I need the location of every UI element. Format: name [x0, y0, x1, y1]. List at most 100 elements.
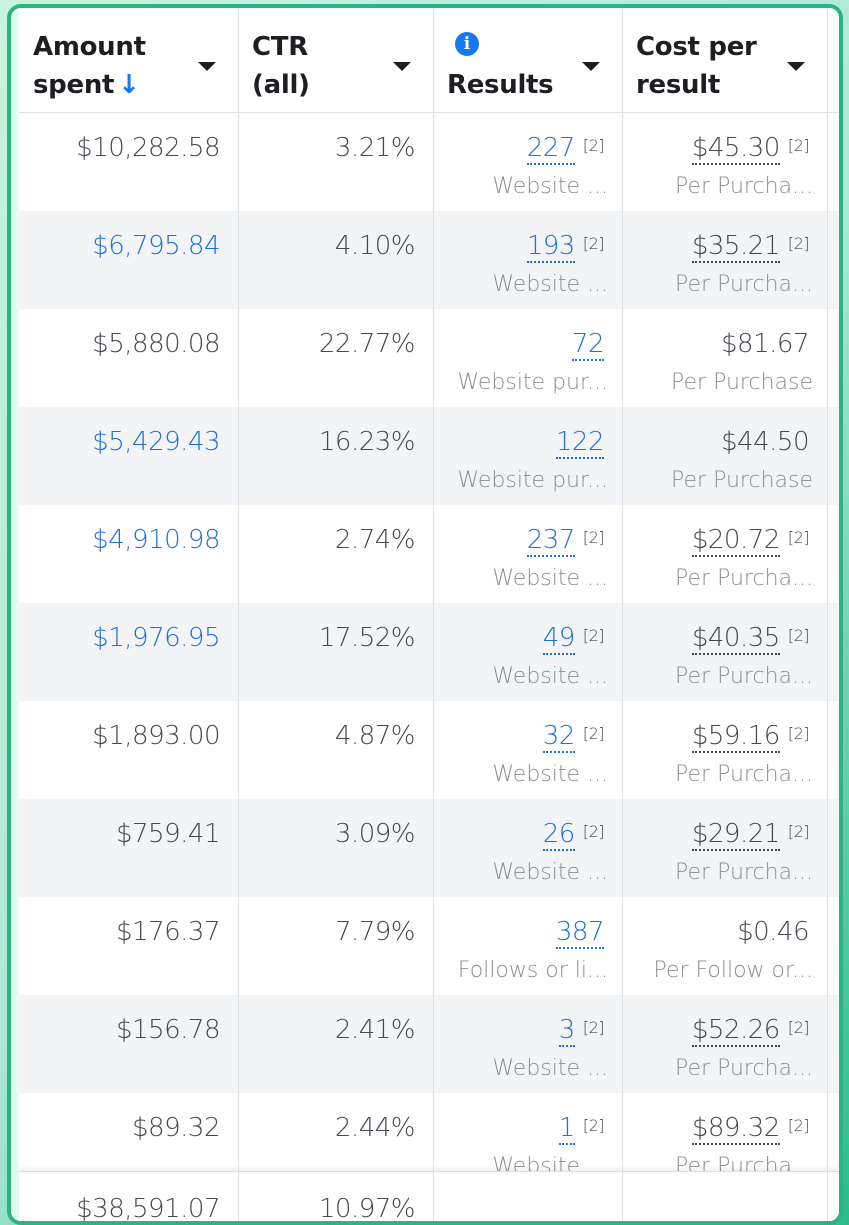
results-value[interactable]: 3 [2]	[558, 1013, 605, 1047]
results-type-label: Website ...	[492, 762, 608, 787]
column-header-cost-per-result[interactable]: Cost per result	[622, 8, 827, 112]
column-menu-caret-icon[interactable]	[582, 62, 600, 71]
ctr-value: 2.44%	[334, 1113, 416, 1143]
cost-per-result-number[interactable]: $35.21	[691, 231, 780, 263]
results-value[interactable]: 32 [2]	[542, 719, 605, 753]
amount-spent-cell: $156.78	[19, 995, 238, 1093]
sort-descending-icon[interactable]: ↓	[118, 70, 140, 100]
cost-per-result-value[interactable]: $35.21 [2]	[691, 229, 810, 263]
results-number-link[interactable]: 3	[558, 1015, 575, 1047]
results-cell: 49 [2] Website ...	[433, 603, 622, 701]
column-header-amount-spent[interactable]: Amount spent ↓	[19, 8, 238, 112]
cost-per-result-number[interactable]: $45.30	[691, 133, 780, 165]
cost-type-label: Per Purcha...	[675, 272, 813, 297]
cost-reference-marker: [2]	[787, 136, 810, 155]
results-number-link[interactable]: 387	[555, 917, 605, 949]
cost-per-result-cell: $59.16 [2] Per Purcha...	[622, 701, 827, 799]
table-header: Amount spent ↓ CTR (all) Results i Cost per resu…	[19, 8, 839, 113]
results-number-link[interactable]: 72	[571, 329, 605, 361]
amount-spent-cell: $4,910.98	[19, 505, 238, 603]
amount-spent-value[interactable]: $4,910.98	[92, 525, 220, 555]
results-cell: 387 Follows or li...	[433, 897, 622, 995]
table-row[interactable]: $176.37 7.79% 387 Follows or li... $0.46 Per …	[19, 897, 839, 995]
results-type-label: Website ...	[492, 566, 608, 591]
amount-spent-value: $89.32	[132, 1113, 220, 1143]
results-number-link[interactable]: 193	[526, 231, 575, 263]
column-header-label: Cost per result	[636, 28, 757, 104]
header-line-2: result	[636, 66, 757, 104]
results-reference-marker: [2]	[582, 1018, 605, 1037]
cost-per-result-cell: $20.72 [2] Per Purcha...	[622, 505, 827, 603]
results-number-link[interactable]: 49	[542, 623, 575, 655]
results-value[interactable]: 49 [2]	[542, 621, 605, 655]
cost-type-label: Per Purcha...	[675, 664, 813, 689]
cost-per-result-value[interactable]: $52.26 [2]	[691, 1013, 810, 1047]
cost-type-label: Per Purcha...	[675, 174, 813, 199]
table-row[interactable]: $156.78 2.41% 3 [2] Website ... $52.26 [2] Per …	[19, 995, 839, 1093]
table-row[interactable]: $1,976.95 17.52% 49 [2] Website ... $40.35 [2]…	[19, 603, 839, 701]
column-header-ctr-all[interactable]: CTR (all)	[238, 8, 433, 112]
cost-per-result-value[interactable]: $45.30 [2]	[691, 131, 810, 165]
amount-spent-cell: $1,893.00	[19, 701, 238, 799]
amount-spent-value[interactable]: $1,976.95	[92, 623, 220, 653]
results-number-link[interactable]: 26	[542, 819, 575, 851]
results-value[interactable]: 387	[555, 915, 605, 949]
cost-reference-marker: [2]	[787, 234, 810, 253]
table-row[interactable]: $6,795.84 4.10% 193 [2] Website ... $35.21 [2]…	[19, 211, 839, 309]
table-row[interactable]: $1,893.00 4.87% 32 [2] Website ... $59.16 [2] P…	[19, 701, 839, 799]
results-value[interactable]: 237 [2]	[526, 523, 605, 557]
cost-per-result-number[interactable]: $59.16	[691, 721, 780, 753]
column-header-results[interactable]: Results i	[433, 8, 622, 112]
cost-per-result-value[interactable]: $29.21 [2]	[691, 817, 810, 851]
amount-spent-cell: $1,976.95	[19, 603, 238, 701]
header-line-2-text: result	[636, 70, 720, 100]
table-row[interactable]: $10,282.58 3.21% 227 [2] Website ... $45.30 [2…	[19, 113, 839, 211]
results-value[interactable]: 1 [2]	[558, 1111, 605, 1145]
cost-per-result-number[interactable]: $40.35	[691, 623, 780, 655]
column-menu-caret-icon[interactable]	[198, 62, 216, 71]
results-number-link[interactable]: 1	[558, 1113, 575, 1145]
results-value[interactable]: 193 [2]	[526, 229, 605, 263]
cost-per-result-number: $44.50	[721, 427, 809, 457]
results-number-link[interactable]: 227	[526, 133, 575, 165]
cost-per-result-value[interactable]: $40.35 [2]	[691, 621, 810, 655]
amount-spent-value[interactable]: $6,795.84	[92, 231, 220, 261]
cost-per-result-value[interactable]: $89.32 [2]	[691, 1111, 810, 1145]
amount-spent-value[interactable]: $5,429.43	[92, 427, 220, 457]
cost-per-result-number[interactable]: $29.21	[691, 819, 780, 851]
amount-spent-value: $176.37	[115, 917, 221, 947]
table-row[interactable]: $4,910.98 2.74% 237 [2] Website ... $20.72 [2]…	[19, 505, 839, 603]
ctr-value: 17.52%	[318, 623, 416, 653]
cost-per-result-number[interactable]: $20.72	[691, 525, 780, 557]
cost-per-result-value: $44.50	[721, 425, 809, 459]
cost-reference-marker: [2]	[787, 626, 810, 645]
ctr-value: 2.74%	[334, 525, 416, 555]
ctr-value: 2.41%	[334, 1015, 416, 1045]
cost-reference-marker: [2]	[787, 1018, 810, 1037]
cost-type-label: Per Purchase	[671, 468, 813, 493]
table-row[interactable]: $5,880.08 22.77% 72 Website pur... $81.67 Per…	[19, 309, 839, 407]
results-value[interactable]: 72	[571, 327, 605, 361]
results-number-link[interactable]: 237	[526, 525, 575, 557]
column-divider	[433, 8, 434, 1221]
results-value[interactable]: 122	[555, 425, 605, 459]
results-number-link[interactable]: 32	[542, 721, 575, 753]
table-row[interactable]: $5,429.43 16.23% 122 Website pur... $44.50 Pe…	[19, 407, 839, 505]
results-cell: 237 [2] Website ...	[433, 505, 622, 603]
results-number-link[interactable]: 122	[555, 427, 605, 459]
table-row[interactable]: $759.41 3.09% 26 [2] Website ... $29.21 [2] Per…	[19, 799, 839, 897]
header-line-1: CTR	[252, 32, 308, 62]
cost-per-result-value: $0.46	[737, 915, 809, 949]
cost-per-result-number[interactable]: $89.32	[691, 1113, 780, 1145]
results-value[interactable]: 227 [2]	[526, 131, 605, 165]
column-menu-caret-icon[interactable]	[393, 62, 411, 71]
results-value[interactable]: 26 [2]	[542, 817, 605, 851]
column-menu-caret-icon[interactable]	[787, 62, 805, 71]
cost-per-result-value[interactable]: $59.16 [2]	[691, 719, 810, 753]
header-line-2: spent ↓	[33, 66, 146, 104]
info-icon[interactable]: i	[455, 32, 479, 56]
cost-per-result-value[interactable]: $20.72 [2]	[691, 523, 810, 557]
ctr-value: 16.23%	[318, 427, 416, 457]
cost-type-label: Per Follow or...	[653, 958, 813, 983]
cost-per-result-number[interactable]: $52.26	[691, 1015, 780, 1047]
